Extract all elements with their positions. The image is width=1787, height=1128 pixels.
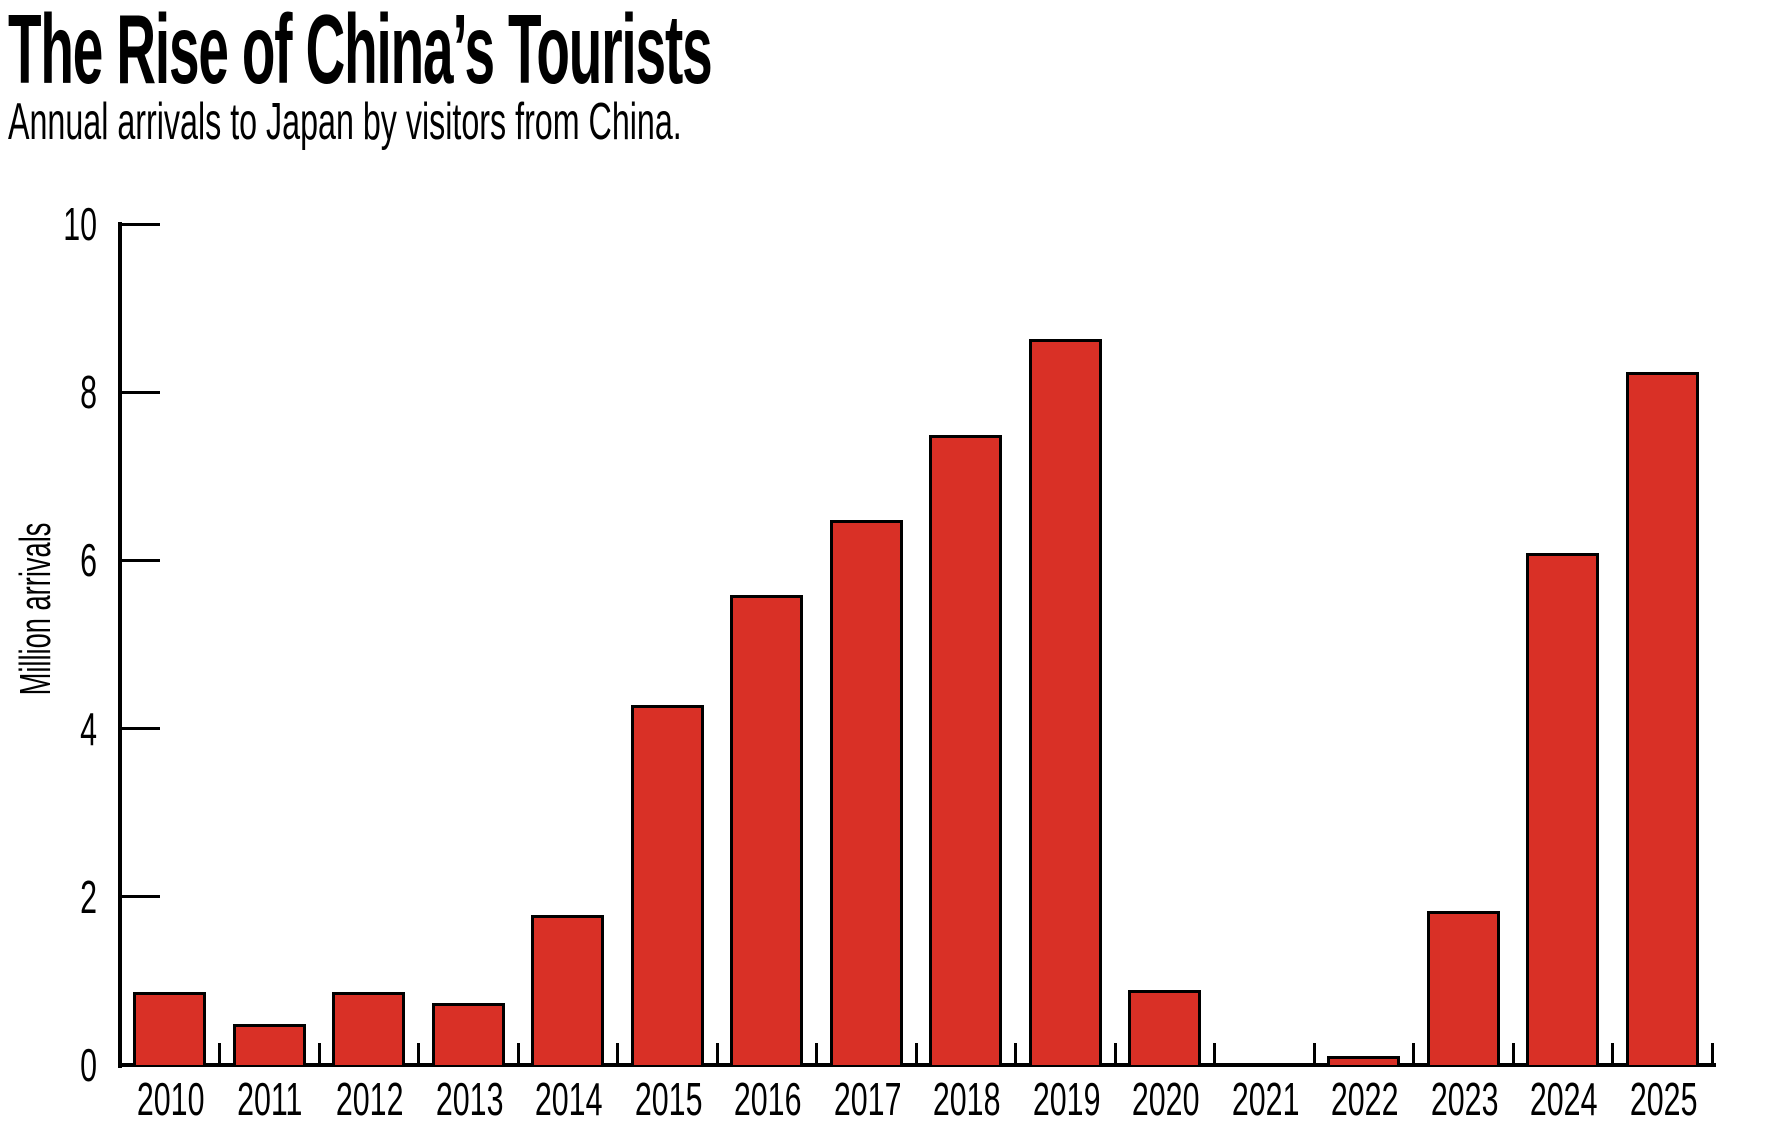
y-tick-mark <box>118 895 160 899</box>
x-tick-label: 2014 <box>534 1073 603 1125</box>
x-tick-label: 2018 <box>932 1073 1001 1125</box>
y-tick-label: 8 <box>80 366 97 419</box>
x-tick-label: 2016 <box>733 1073 802 1125</box>
bar <box>730 595 804 1065</box>
bar <box>133 992 207 1065</box>
x-tick-label: 2021 <box>1231 1073 1299 1125</box>
x-tick-label: 2012 <box>335 1073 404 1125</box>
bar <box>1426 910 1500 1065</box>
x-tick-label: 2022 <box>1330 1073 1399 1125</box>
bar <box>1028 338 1102 1065</box>
x-tick-label: 2017 <box>833 1073 901 1125</box>
bar <box>1327 1056 1401 1065</box>
y-tick-label: 6 <box>80 534 97 587</box>
bar <box>829 519 903 1065</box>
x-tick-mark <box>417 1043 420 1065</box>
x-tick-label: 2024 <box>1529 1073 1598 1125</box>
x-tick-mark <box>1710 1043 1714 1065</box>
y-axis-line <box>118 222 122 1068</box>
x-tick-label: 2013 <box>435 1073 503 1125</box>
x-axis-line <box>118 1063 1716 1067</box>
y-tick-label: 2 <box>80 870 97 923</box>
chart-subtitle: Annual arrivals to Japan by visitors fro… <box>8 93 682 151</box>
y-tick-label: 4 <box>80 702 97 755</box>
bar <box>1625 372 1699 1065</box>
x-tick-mark <box>1611 1043 1614 1065</box>
bar <box>1128 989 1202 1065</box>
y-tick-mark <box>118 390 160 394</box>
bar <box>232 1024 306 1065</box>
x-tick-label: 2025 <box>1629 1073 1697 1125</box>
x-tick-label: 2015 <box>634 1073 702 1125</box>
x-tick-mark <box>1213 1043 1216 1065</box>
x-tick-mark <box>616 1043 619 1065</box>
x-tick-mark <box>1412 1043 1415 1065</box>
x-tick-mark <box>1014 1043 1017 1065</box>
bar <box>630 704 704 1065</box>
bar <box>332 992 406 1065</box>
bar <box>929 435 1003 1065</box>
x-tick-mark <box>317 1043 321 1065</box>
x-tick-mark <box>218 1043 221 1065</box>
x-tick-mark <box>1113 1043 1117 1065</box>
x-tick-mark <box>715 1043 719 1065</box>
bar <box>431 1003 505 1065</box>
x-tick-mark <box>1312 1043 1316 1065</box>
y-tick-mark <box>118 558 160 562</box>
x-tick-mark <box>1511 1043 1515 1065</box>
bar <box>1526 553 1600 1065</box>
y-tick-label: 0 <box>80 1039 97 1091</box>
y-tick-mark <box>118 222 160 226</box>
x-tick-label: 2020 <box>1131 1073 1200 1125</box>
x-tick-label: 2010 <box>136 1073 205 1125</box>
x-tick-mark <box>914 1043 918 1065</box>
x-tick-label: 2011 <box>236 1073 302 1125</box>
x-tick-mark <box>815 1043 818 1065</box>
x-tick-mark <box>516 1043 520 1065</box>
y-tick-mark <box>118 727 160 731</box>
y-tick-label: 10 <box>63 198 97 250</box>
bar <box>531 914 605 1065</box>
chart-title: The Rise of China’s Tourists <box>8 0 713 104</box>
x-tick-label: 2023 <box>1430 1073 1498 1125</box>
x-tick-label: 2019 <box>1032 1073 1100 1125</box>
